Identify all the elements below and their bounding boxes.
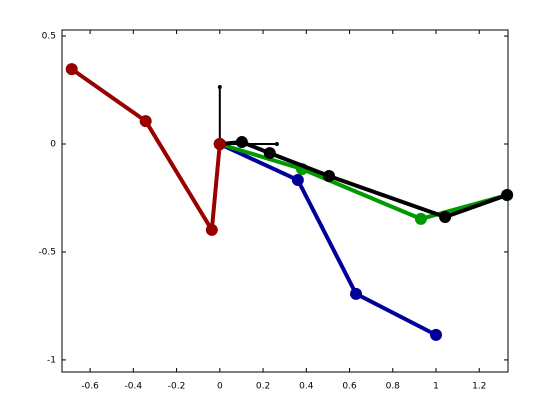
series-line [219,142,508,221]
x-tick-label: 1 [433,382,439,392]
marker [322,169,335,182]
series-line [218,142,437,337]
marker [205,223,218,236]
marker [65,63,78,76]
marker [213,138,226,150]
y-tick-label: 0 [50,140,56,150]
plot-frame [61,29,509,373]
x-tick-label: 0 [217,382,223,392]
y-tick-label: -0.5 [38,247,56,257]
marker [274,142,279,146]
y-tick-label: 0.5 [42,32,56,42]
x-tick-label: 0.8 [386,382,401,392]
marker [414,212,427,225]
x-tick-label: -0.2 [168,382,186,392]
x-tick-label: 0.6 [342,382,357,392]
marker [291,174,304,187]
series-line [70,67,222,232]
marker [217,85,222,89]
marker [263,147,276,160]
x-tick-label: 0.2 [256,382,270,392]
y-tick-label: -1 [47,355,56,365]
marker [430,328,443,341]
x-tick-label: 0.4 [299,382,314,392]
marker [439,210,452,223]
marker [139,115,152,128]
marker [235,136,248,149]
x-tick-label: 1.2 [472,382,486,392]
x-tick-label: -0.4 [125,382,143,392]
marker [501,188,514,201]
marker [350,287,363,300]
x-tick-label: -0.6 [81,382,99,392]
